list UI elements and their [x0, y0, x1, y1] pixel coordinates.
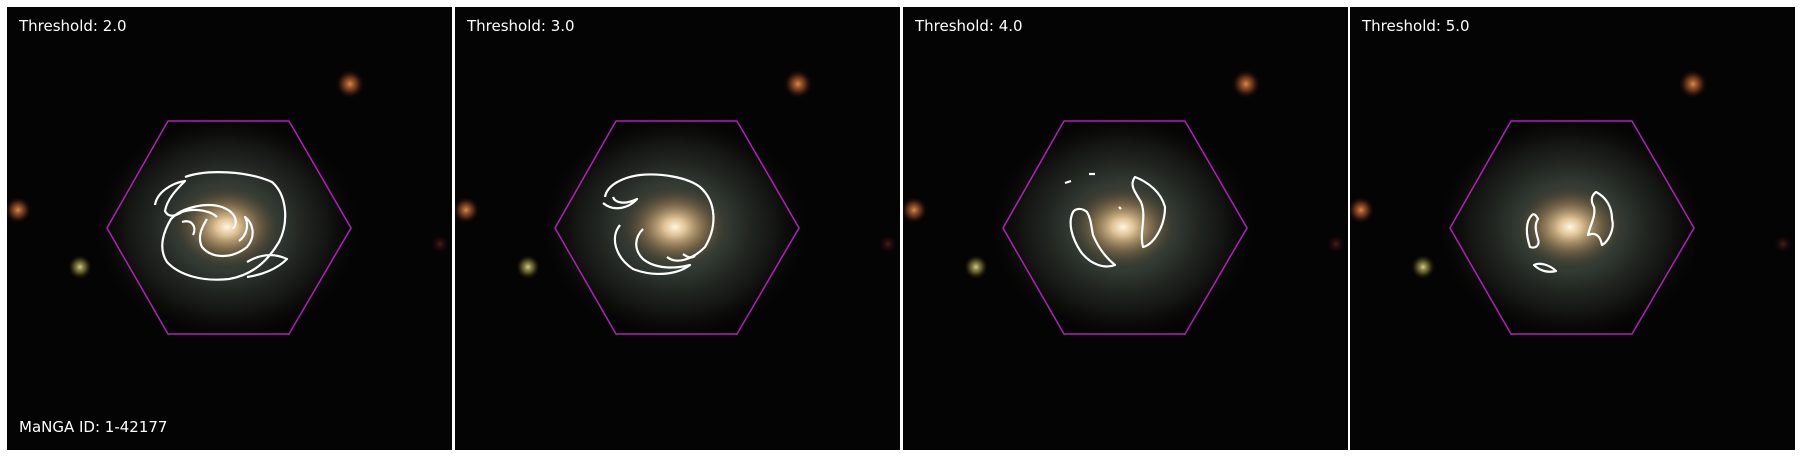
threshold-label: Threshold: 2.0 [19, 17, 127, 35]
threshold-label: Threshold: 5.0 [1362, 17, 1470, 35]
star-icon [1411, 255, 1435, 279]
galaxy-image [903, 7, 1348, 450]
contour-lines [1525, 190, 1614, 273]
threshold-panel-5: Threshold: 5.0 [1350, 7, 1795, 450]
star-icon [1679, 70, 1707, 98]
star-icon [336, 70, 364, 98]
threshold-label: Threshold: 3.0 [467, 17, 575, 35]
star-icon [1774, 235, 1792, 253]
galaxy-image [7, 7, 452, 450]
star-icon [964, 255, 988, 279]
threshold-panel-3: Threshold: 3.0 [455, 7, 900, 450]
galaxy-image [455, 7, 900, 450]
star-icon [784, 70, 812, 98]
star-icon [7, 197, 31, 223]
star-icon [455, 197, 479, 223]
galaxy-id-label: MaNGA ID: 1-42177 [19, 418, 168, 436]
threshold-panel-2: Threshold: 2.0 MaNGA ID: 1-42177 [7, 7, 452, 450]
contour-lines [153, 171, 289, 281]
threshold-label: Threshold: 4.0 [915, 17, 1023, 35]
star-icon [879, 235, 897, 253]
star-icon [903, 197, 927, 223]
ifu-hexagon [554, 120, 800, 335]
ifu-hexagon [1449, 120, 1695, 335]
contour-lines [602, 173, 715, 275]
star-icon [516, 255, 540, 279]
galaxy-image [1350, 7, 1795, 450]
contour-lines [1064, 172, 1167, 268]
star-icon [431, 235, 449, 253]
ifu-hexagon [106, 120, 352, 335]
star-icon [68, 255, 92, 279]
star-icon [1232, 70, 1260, 98]
ifu-hexagon [1002, 120, 1248, 335]
star-icon [1350, 197, 1374, 223]
threshold-panel-4: Threshold: 4.0 [903, 7, 1348, 450]
star-icon [1327, 235, 1345, 253]
